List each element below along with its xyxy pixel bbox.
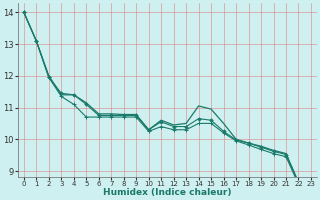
X-axis label: Humidex (Indice chaleur): Humidex (Indice chaleur) xyxy=(103,188,232,197)
